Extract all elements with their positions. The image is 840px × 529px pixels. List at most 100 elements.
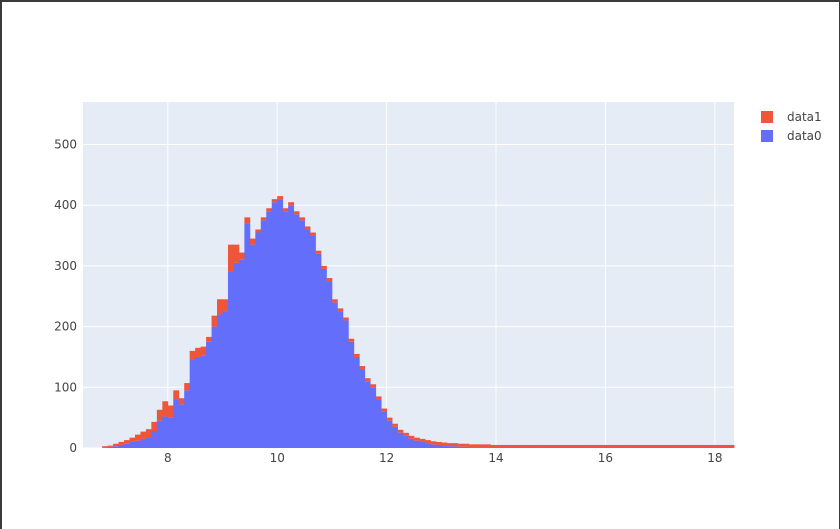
bar-data0[interactable] bbox=[288, 205, 295, 448]
bar-data1[interactable] bbox=[424, 440, 431, 444]
bar-data0[interactable] bbox=[381, 411, 388, 448]
bar-data1[interactable] bbox=[517, 444, 524, 448]
bar-data1[interactable] bbox=[714, 444, 721, 448]
bar-data1[interactable] bbox=[654, 444, 661, 448]
bar-data0[interactable] bbox=[392, 426, 398, 448]
bar-data1[interactable] bbox=[167, 405, 174, 418]
bar-data1[interactable] bbox=[320, 265, 327, 269]
bar-data0[interactable] bbox=[151, 431, 158, 448]
bar-data0[interactable] bbox=[320, 268, 327, 448]
bar-data0[interactable] bbox=[463, 446, 470, 448]
bar-data1[interactable] bbox=[299, 217, 305, 221]
bar-data1[interactable] bbox=[195, 347, 202, 357]
bar-data1[interactable] bbox=[550, 444, 557, 448]
bar-data1[interactable] bbox=[463, 443, 470, 447]
bar-data1[interactable] bbox=[227, 244, 234, 272]
bar-data1[interactable] bbox=[249, 238, 256, 245]
bar-data1[interactable] bbox=[162, 401, 169, 417]
bar-data0[interactable] bbox=[331, 302, 338, 448]
bar-data1[interactable] bbox=[479, 444, 486, 448]
bar-data1[interactable] bbox=[107, 445, 114, 447]
bar-data0[interactable] bbox=[184, 390, 191, 448]
bar-data1[interactable] bbox=[589, 444, 595, 448]
bar-data0[interactable] bbox=[457, 446, 464, 448]
bar-data1[interactable] bbox=[506, 444, 513, 448]
bar-data1[interactable] bbox=[342, 317, 349, 321]
bar-data1[interactable] bbox=[266, 208, 273, 212]
bar-data0[interactable] bbox=[435, 444, 442, 448]
bar-data1[interactable] bbox=[490, 444, 497, 448]
bar-data1[interactable] bbox=[572, 444, 579, 448]
bar-data0[interactable] bbox=[211, 326, 218, 448]
bar-data1[interactable] bbox=[671, 444, 677, 448]
bar-data0[interactable] bbox=[479, 447, 486, 448]
bar-data0[interactable] bbox=[206, 341, 212, 448]
bar-data1[interactable] bbox=[331, 299, 338, 303]
bar-data1[interactable] bbox=[310, 232, 316, 236]
bar-data1[interactable] bbox=[545, 444, 552, 448]
bar-data1[interactable] bbox=[649, 444, 656, 448]
bar-data1[interactable] bbox=[288, 202, 295, 206]
bar-data0[interactable] bbox=[102, 447, 109, 448]
bar-data0[interactable] bbox=[441, 445, 448, 448]
bar-data1[interactable] bbox=[583, 444, 590, 448]
bar-data0[interactable] bbox=[233, 262, 240, 448]
bar-data1[interactable] bbox=[441, 442, 448, 446]
bar-data0[interactable] bbox=[189, 359, 196, 448]
bar-data1[interactable] bbox=[556, 444, 563, 448]
bar-data1[interactable] bbox=[534, 444, 541, 448]
bar-data1[interactable] bbox=[501, 444, 508, 448]
bar-data1[interactable] bbox=[539, 444, 546, 448]
bar-data0[interactable] bbox=[200, 355, 207, 448]
bar-data1[interactable] bbox=[337, 308, 344, 312]
bar-data1[interactable] bbox=[200, 346, 207, 356]
bar-data1[interactable] bbox=[271, 199, 278, 203]
bar-data1[interactable] bbox=[293, 211, 300, 215]
bar-data0[interactable] bbox=[430, 444, 437, 448]
bar-data0[interactable] bbox=[293, 214, 300, 448]
bar-data1[interactable] bbox=[435, 441, 442, 445]
bar-data1[interactable] bbox=[621, 444, 628, 448]
bar-data1[interactable] bbox=[687, 444, 694, 448]
bar-data1[interactable] bbox=[353, 353, 360, 357]
bar-data1[interactable] bbox=[627, 444, 634, 448]
legend[interactable]: data1 data0 bbox=[761, 110, 822, 143]
bar-data0[interactable] bbox=[468, 447, 475, 448]
bar-data0[interactable] bbox=[271, 202, 278, 448]
bar-data0[interactable] bbox=[359, 369, 366, 448]
bar-data1[interactable] bbox=[255, 229, 262, 233]
bar-data1[interactable] bbox=[496, 444, 502, 448]
bar-data0[interactable] bbox=[238, 259, 245, 448]
bar-data1[interactable] bbox=[364, 378, 371, 382]
bar-data1[interactable] bbox=[616, 444, 623, 448]
bar-data1[interactable] bbox=[113, 443, 119, 447]
bar-data1[interactable] bbox=[381, 408, 388, 412]
bar-data0[interactable] bbox=[403, 435, 409, 448]
bar-data1[interactable] bbox=[419, 438, 426, 442]
bar-data0[interactable] bbox=[145, 437, 152, 448]
bar-data1[interactable] bbox=[474, 444, 481, 448]
bar-data1[interactable] bbox=[392, 423, 398, 427]
bar-data1[interactable] bbox=[348, 338, 355, 342]
bar-data1[interactable] bbox=[375, 396, 382, 400]
bar-data0[interactable] bbox=[342, 320, 349, 448]
bar-data1[interactable] bbox=[397, 429, 404, 433]
bar-data0[interactable] bbox=[326, 281, 333, 448]
bar-data0[interactable] bbox=[397, 432, 404, 448]
bar-data1[interactable] bbox=[643, 444, 650, 448]
bar-data1[interactable] bbox=[244, 217, 251, 224]
bar-data0[interactable] bbox=[424, 443, 431, 448]
bar-data0[interactable] bbox=[304, 229, 311, 448]
bar-data1[interactable] bbox=[528, 444, 535, 448]
bar-data1[interactable] bbox=[523, 444, 530, 448]
bar-data1[interactable] bbox=[446, 443, 453, 447]
bar-data1[interactable] bbox=[326, 278, 333, 282]
bar-data1[interactable] bbox=[178, 398, 185, 405]
bar-data1[interactable] bbox=[124, 440, 130, 444]
bar-data1[interactable] bbox=[129, 437, 136, 442]
bar-data0[interactable] bbox=[348, 341, 355, 448]
bar-data1[interactable] bbox=[682, 444, 688, 448]
bar-data0[interactable] bbox=[222, 311, 229, 448]
bar-data0[interactable] bbox=[310, 235, 316, 448]
bar-data1[interactable] bbox=[725, 444, 732, 448]
